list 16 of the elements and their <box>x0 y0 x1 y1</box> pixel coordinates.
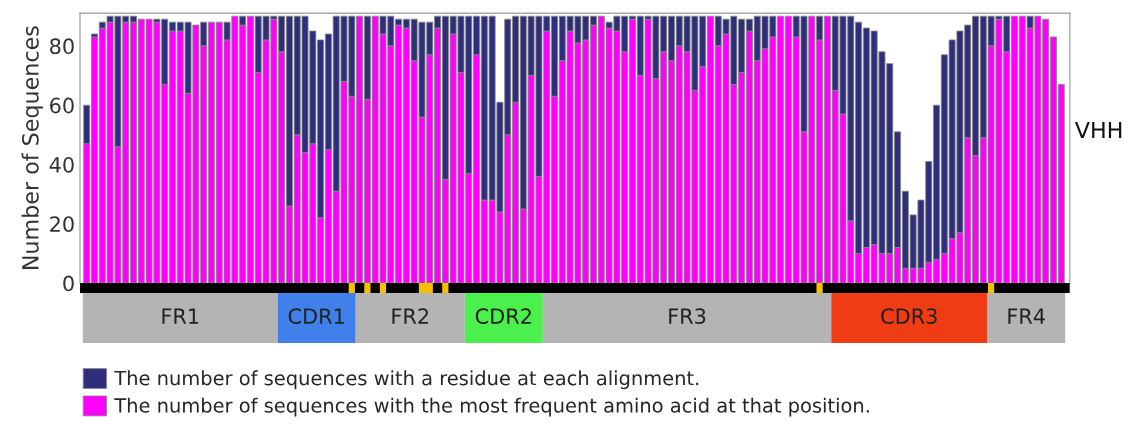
text: CDR2 <box>475 308 531 325</box>
y-tick-label: 80 <box>50 38 74 55</box>
text: FR1 <box>162 308 199 324</box>
text: VHH <box>1074 121 1122 139</box>
legend-label: The number of sequences with the most frequent amino acid at that position. <box>114 397 869 417</box>
y-tick-label: 60 <box>50 97 74 114</box>
legend-label: The number of sequences with a residue at each alignment. <box>114 370 699 390</box>
text: FR2 <box>392 308 429 324</box>
y-tick-label: 0 <box>63 275 74 292</box>
text: FR3 <box>669 308 706 325</box>
text: CDR3 <box>881 308 937 325</box>
y-tick-label: 20 <box>50 216 74 232</box>
text: CDR1 <box>288 308 344 325</box>
y-tick-label: 40 <box>49 156 74 173</box>
y-axis-title: Number of Sequences <box>21 26 44 269</box>
text: FR4 <box>1008 308 1045 324</box>
